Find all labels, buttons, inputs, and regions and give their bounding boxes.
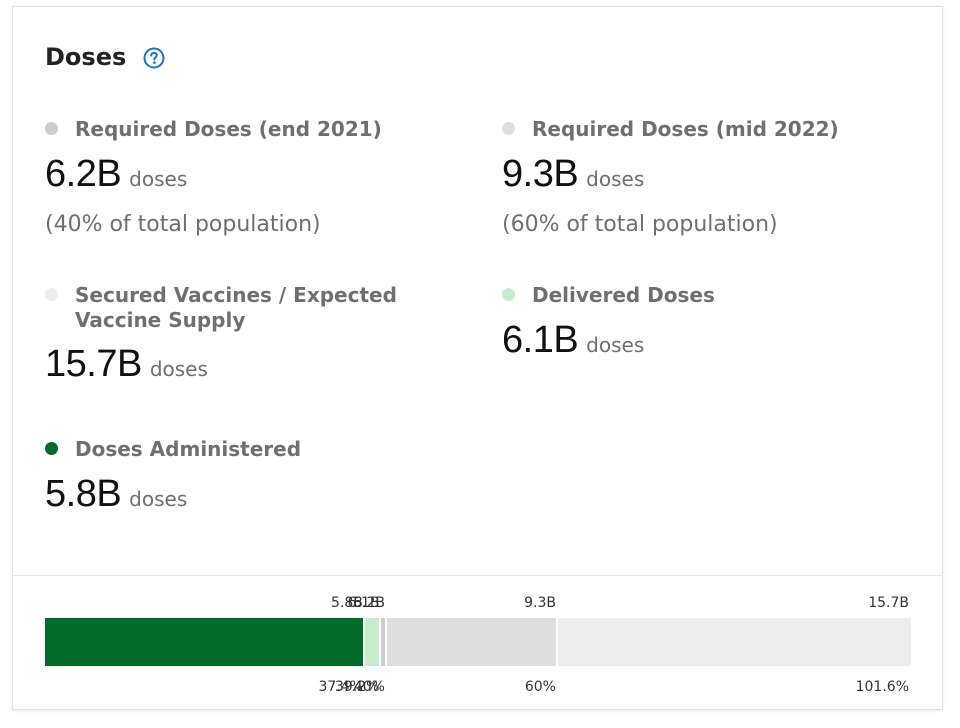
metric-value: 5.8B [45, 473, 122, 515]
metric-value: 15.7B [45, 343, 142, 385]
divider [13, 575, 942, 576]
metric-label: Secured Vaccines / Expected Vaccine Supp… [75, 283, 397, 332]
bar-value-label: 5.8B [331, 595, 363, 611]
bar-value-label: 6.2B [353, 595, 385, 611]
legend-dot [45, 288, 58, 301]
bar-value-label: 6.1B [347, 595, 380, 611]
metric-note: (40% of total population) [45, 212, 321, 237]
legend-dot [502, 288, 515, 301]
legend-dot [45, 442, 58, 455]
metric-value-line: 5.8B doses [45, 473, 187, 516]
bar-percent-label: 60% [524, 679, 556, 695]
metric-value-line: 15.7B doses [45, 343, 208, 386]
bar-percent-label: 37.4% [318, 679, 363, 695]
metric-value: 9.3B [502, 153, 579, 195]
metric-value-line: 9.3B doses [502, 153, 644, 196]
metric-required-end-2021: Required Doses (end 2021) 6.2B doses (40%… [45, 117, 465, 237]
metric-unit: doses [129, 167, 188, 191]
metric-delivered-doses: Delivered Doses 6.1B doses [502, 283, 922, 373]
bar-segment [386, 618, 558, 666]
metric-value-line: 6.1B doses [502, 319, 644, 362]
doses-progress-bar [45, 618, 911, 666]
question-circle-icon[interactable] [143, 47, 165, 69]
doses-card: Doses Required Doses (end 2021) 6.2B dose… [12, 6, 943, 710]
bar-percent-label: 39.2% [334, 679, 380, 695]
metric-secured-vaccines: Secured Vaccines / Expected Vaccine Supp… [45, 283, 465, 393]
metric-value: 6.2B [45, 153, 122, 195]
metric-unit: doses [586, 167, 645, 191]
card-title: Doses [45, 43, 127, 71]
bar-percent-label: 101.6% [855, 679, 909, 695]
metric-label: Required Doses (mid 2022) [532, 117, 839, 141]
metric-doses-administered: Doses Administered 5.8B doses [45, 437, 465, 527]
bar-value-label: 9.3B [524, 595, 556, 611]
metric-value-line: 6.2B doses [45, 153, 187, 196]
metric-unit: doses [586, 333, 645, 357]
metric-note: (60% of total population) [502, 212, 778, 237]
metric-unit: doses [129, 487, 188, 511]
bar-segment [557, 618, 911, 666]
metric-required-mid-2022: Required Doses (mid 2022) 9.3B doses (60%… [502, 117, 922, 237]
metric-unit: doses [149, 357, 208, 381]
bar-value-label: 15.7B [868, 595, 909, 611]
metric-value: 6.1B [502, 319, 579, 361]
legend-dot [502, 122, 515, 135]
bar-segment [45, 618, 365, 666]
bar-segment [381, 618, 387, 666]
metric-label: Delivered Doses [532, 283, 715, 307]
metric-label: Doses Administered [75, 437, 302, 461]
legend-dot [45, 122, 58, 135]
bar-segment [364, 618, 382, 666]
bar-percent-label: 40% [353, 679, 385, 695]
metric-label: Required Doses (end 2021) [75, 117, 382, 141]
